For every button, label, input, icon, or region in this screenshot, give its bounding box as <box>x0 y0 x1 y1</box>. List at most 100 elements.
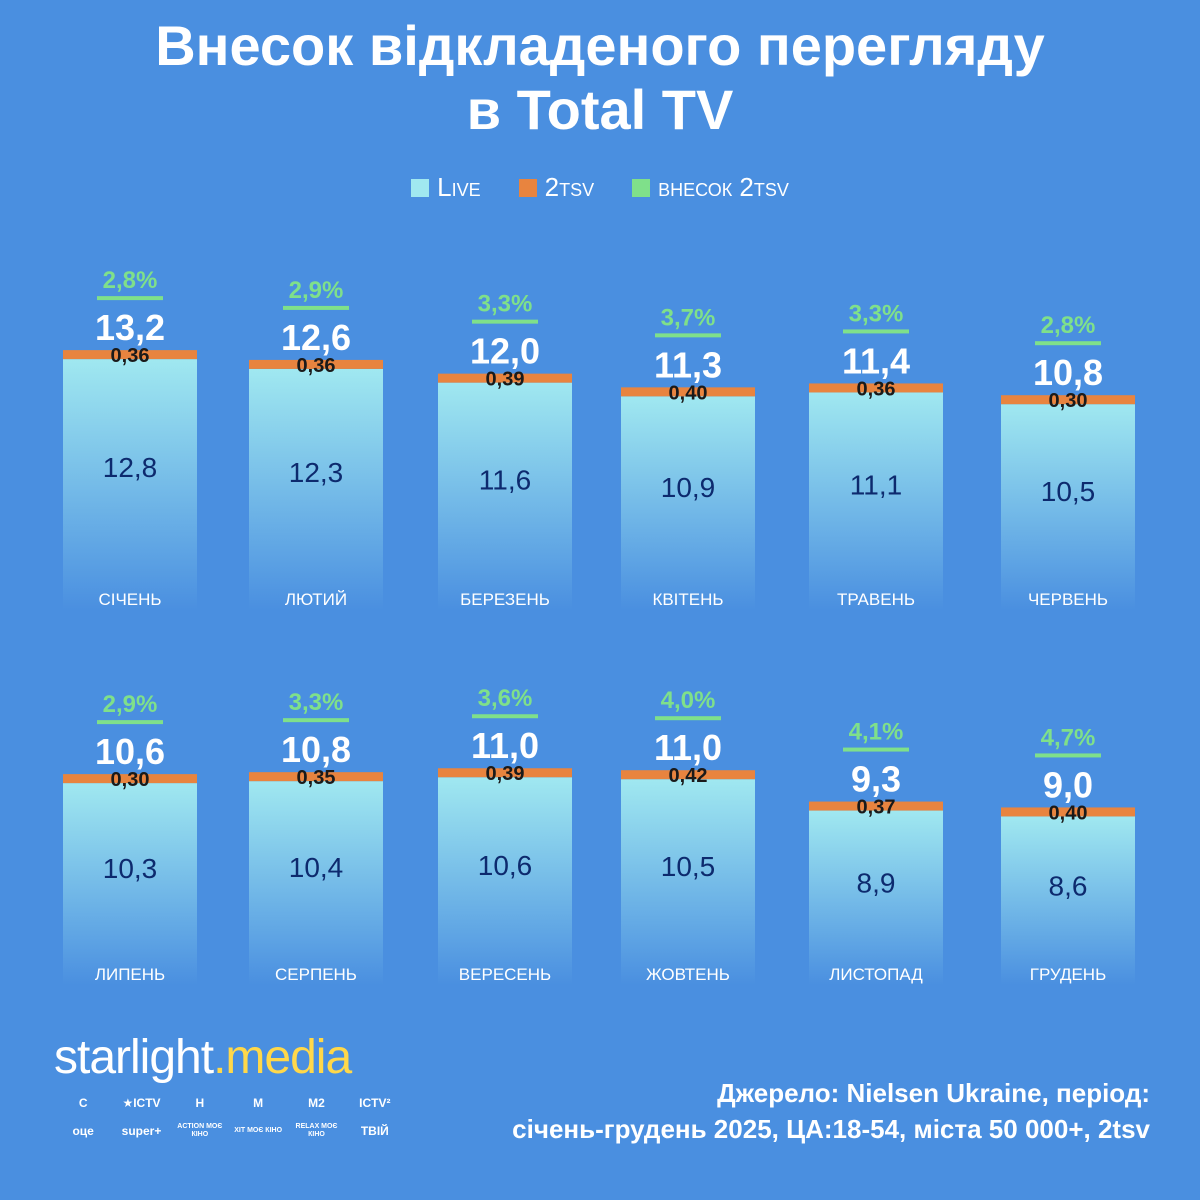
channel-logo: ТВІЙ <box>360 1124 389 1138</box>
label-total: 11,0 <box>654 727 722 768</box>
label-total: 10,8 <box>281 729 351 770</box>
bar-live <box>438 777 572 985</box>
bar-live <box>1001 404 1135 610</box>
channel-logos: С ★ICTV Н М М2 ICTV² оце super+ ACTION М… <box>54 1092 404 1142</box>
label-share: 3,3% <box>849 300 904 327</box>
label-live: 10,5 <box>661 851 716 882</box>
share-underline <box>472 714 538 719</box>
bar-live <box>63 359 197 610</box>
share-underline <box>472 319 538 324</box>
bar-live <box>809 810 943 985</box>
label-2tsv: 0,30 <box>1049 390 1088 412</box>
channel-logo: ХІТ МОЄ КІНО <box>234 1127 283 1134</box>
label-live: 10,6 <box>478 850 533 881</box>
legend-label-share: внесок 2tsv <box>658 172 789 202</box>
label-share: 2,9% <box>289 277 344 304</box>
share-underline <box>1035 753 1101 758</box>
label-2tsv: 0,40 <box>669 382 708 404</box>
share-underline <box>655 333 721 338</box>
category-label: БЕРЕЗЕНЬ <box>460 590 550 609</box>
category-label: ЛИПЕНЬ <box>95 965 165 984</box>
category-label: ЛЮТИЙ <box>285 590 347 609</box>
share-underline <box>283 718 349 723</box>
bar-live <box>1001 816 1135 985</box>
label-total: 11,4 <box>842 340 910 381</box>
label-total: 11,0 <box>471 725 539 766</box>
legend-swatch-share <box>632 178 651 197</box>
label-2tsv: 0,37 <box>857 797 896 819</box>
channel-logo: ICTV² <box>359 1096 391 1110</box>
share-underline <box>1035 341 1101 346</box>
chart-title-line-2: в Total TV <box>466 78 734 141</box>
label-live: 12,3 <box>289 457 344 488</box>
label-2tsv: 0,35 <box>297 767 336 789</box>
starlight-media-logo: starlight.media <box>54 1030 352 1085</box>
bar-live <box>809 392 943 610</box>
label-total: 10,8 <box>1033 352 1103 393</box>
bar-2tsv <box>249 772 383 782</box>
label-share: 2,8% <box>103 267 158 294</box>
label-live: 8,6 <box>1049 871 1088 902</box>
bar-live <box>63 783 197 985</box>
legend-swatch-2tsv <box>518 178 537 197</box>
chart-title-line-1: Внесок відкладеного перегляду <box>155 14 1045 77</box>
label-share: 4,7% <box>1041 724 1096 751</box>
legend-item-2tsv: 2tsv <box>518 172 595 203</box>
label-2tsv: 0,36 <box>857 378 896 400</box>
label-share: 4,0% <box>661 687 716 714</box>
label-2tsv: 0,39 <box>486 369 525 391</box>
share-underline <box>97 720 163 725</box>
label-total: 10,6 <box>95 731 165 772</box>
label-2tsv: 0,40 <box>1049 802 1088 824</box>
channel-logo: ★ICTV <box>122 1096 161 1110</box>
label-share: 3,6% <box>478 685 533 712</box>
label-live: 12,8 <box>103 452 158 483</box>
label-live: 10,5 <box>1041 476 1096 507</box>
bar-live <box>249 368 383 610</box>
category-label: ТРАВЕНЬ <box>837 590 915 609</box>
label-2tsv: 0,30 <box>111 769 150 791</box>
label-total: 12,6 <box>281 317 351 358</box>
share-underline <box>97 296 163 301</box>
label-share: 3,3% <box>289 689 344 716</box>
label-total: 13,2 <box>95 307 165 348</box>
brand-dot: . <box>213 1031 226 1084</box>
bar-2tsv <box>438 373 572 383</box>
label-live: 10,3 <box>103 853 158 884</box>
legend-label-2tsv: 2tsv <box>544 172 595 202</box>
label-share: 2,9% <box>103 691 158 718</box>
label-share: 4,1% <box>849 719 904 746</box>
bar-live <box>621 396 755 610</box>
label-live: 10,9 <box>661 472 716 503</box>
category-label: СЕРПЕНЬ <box>275 965 357 984</box>
category-label: ВЕРЕСЕНЬ <box>459 965 551 984</box>
category-label: ЛИСТОПАД <box>829 965 923 984</box>
category-label: СІЧЕНЬ <box>98 590 161 609</box>
label-total: 11,3 <box>654 344 722 385</box>
label-2tsv: 0,42 <box>669 765 708 787</box>
label-share: 2,8% <box>1041 312 1096 339</box>
label-live: 10,4 <box>289 852 344 883</box>
channel-logo: ACTION МОЄ КІНО <box>177 1123 223 1138</box>
label-total: 9,0 <box>1043 764 1093 805</box>
bar-live <box>621 779 755 985</box>
bar-2tsv <box>809 801 943 811</box>
brand-name-part2: media <box>225 1031 352 1084</box>
bar-2tsv <box>621 387 755 397</box>
share-underline <box>283 305 349 310</box>
share-underline <box>843 329 909 334</box>
source-line-1: Джерело: Nielsen Ukraine, період: <box>717 1078 1150 1108</box>
channel-logo: С <box>78 1096 88 1110</box>
source-note: Джерело: Nielsen Ukraine, період: січень… <box>512 1075 1150 1147</box>
channel-logo: super+ <box>121 1124 162 1138</box>
brand-name-part1: starlight <box>54 1031 214 1084</box>
label-share: 3,3% <box>478 291 533 318</box>
bar-live <box>438 382 572 610</box>
channel-logo: оце <box>72 1124 94 1138</box>
bar-2tsv <box>249 359 383 369</box>
share-underline <box>655 716 721 721</box>
bar-2tsv <box>621 770 755 780</box>
label-total: 12,0 <box>470 331 540 372</box>
label-live: 11,1 <box>850 470 902 501</box>
